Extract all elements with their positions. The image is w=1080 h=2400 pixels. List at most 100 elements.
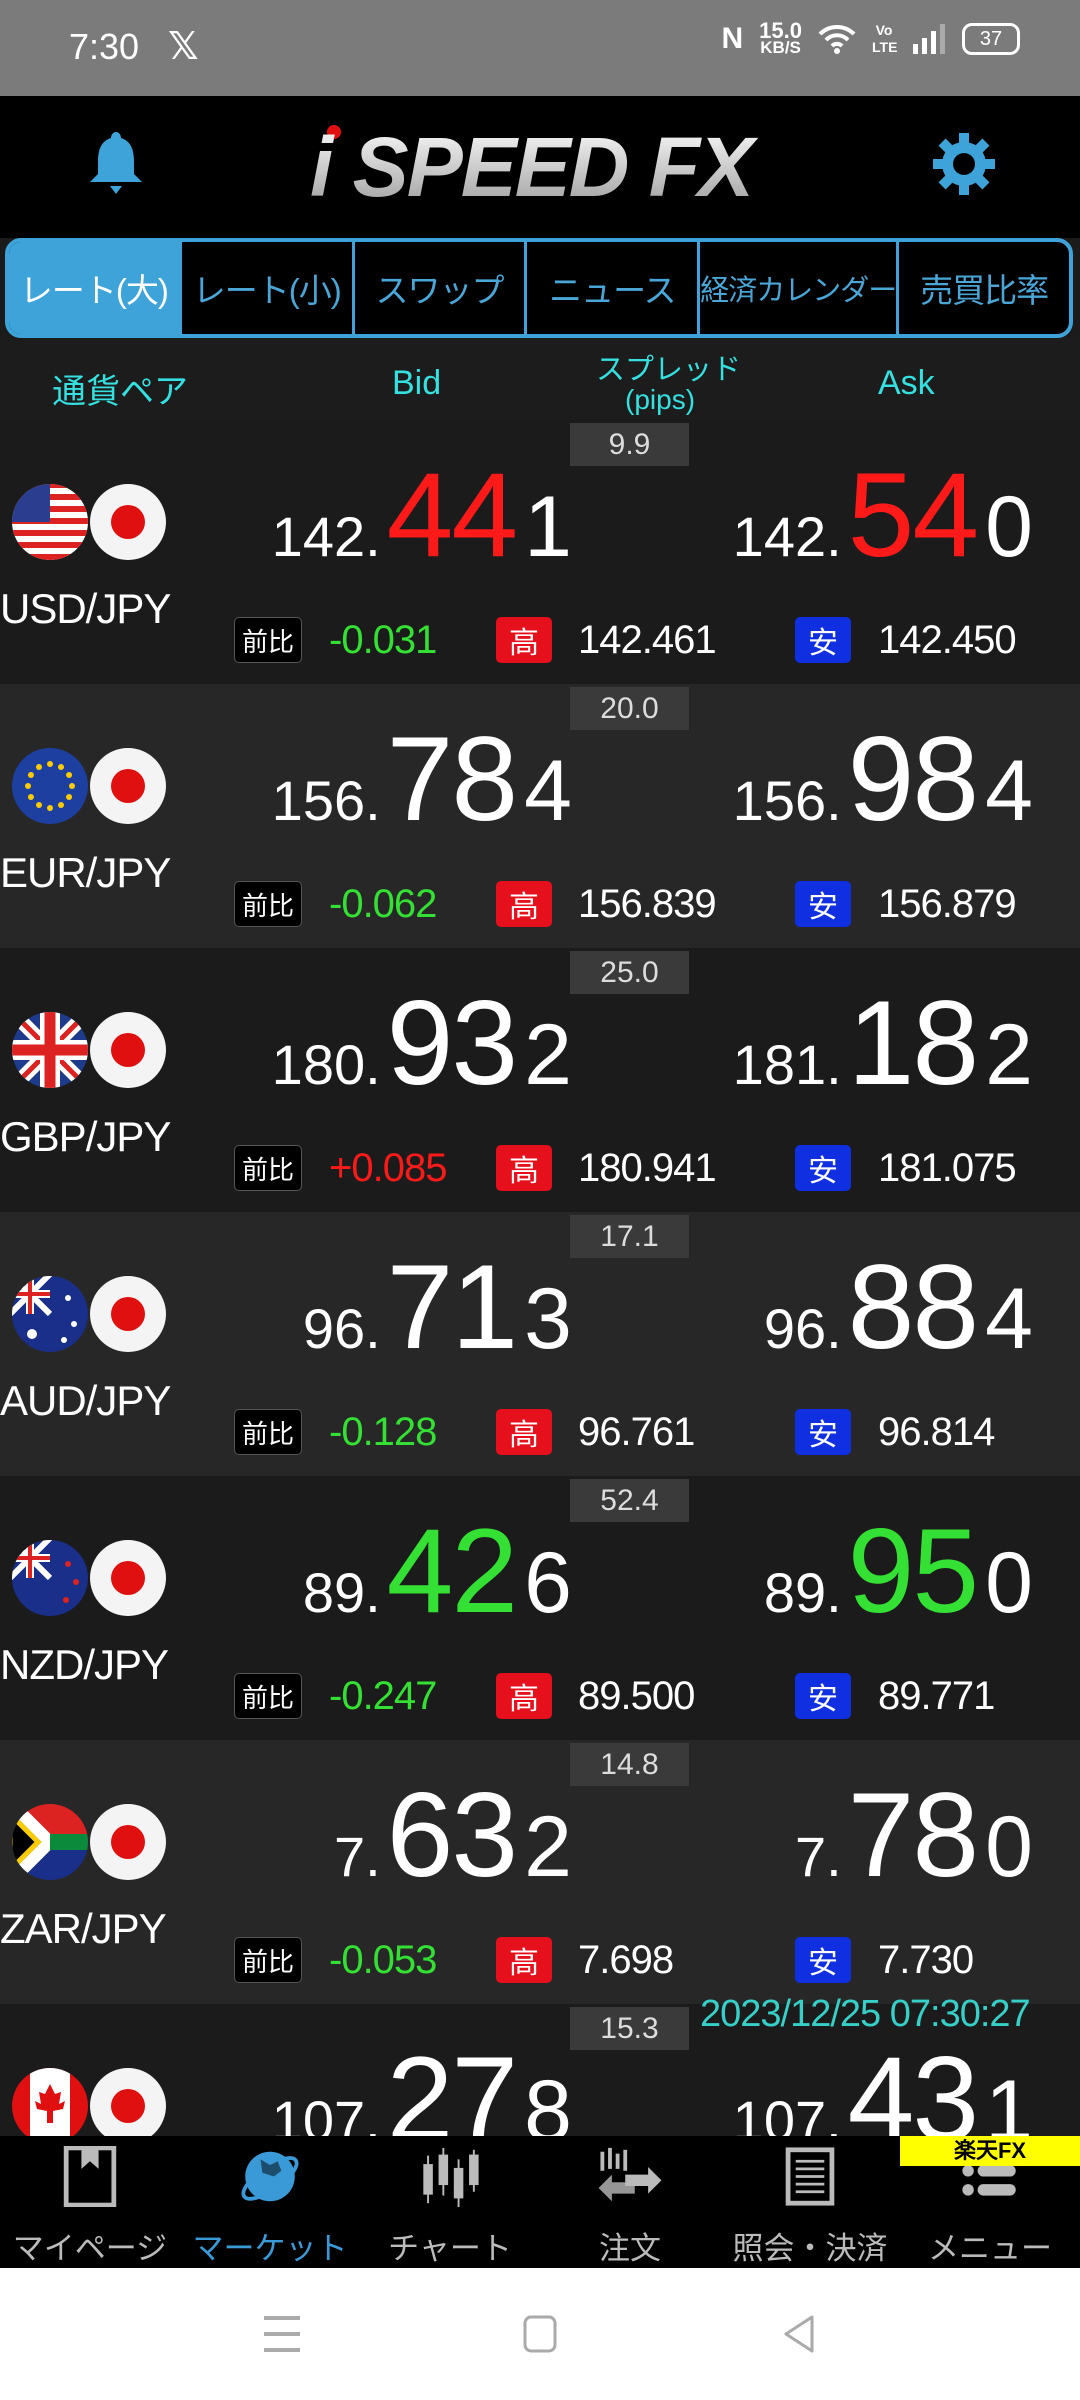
tab-rate-small[interactable]: レート(小) — [178, 242, 352, 334]
bid-price[interactable]: 96. 71 3 — [303, 1247, 572, 1367]
column-spread-unit: (pips) — [625, 384, 696, 415]
app-header: i SPEED FX — [0, 96, 1080, 238]
menu-list-icon — [962, 2165, 1016, 2196]
currency-pair: ZAR/JPY — [0, 1905, 167, 1952]
ask-price[interactable]: 142. 54 0 — [733, 455, 1033, 575]
x-icon: 𝕏 — [168, 26, 199, 68]
currency-flags — [10, 1010, 166, 1090]
document-list-icon — [785, 2147, 835, 2206]
rate-row[interactable]: 52.4 NZD/JPY 89. 42 6 89. 95 0 前比 -0.247 高 89.500 安 8… — [0, 1476, 1080, 1740]
bid-price[interactable]: 7. 63 2 — [334, 1775, 572, 1895]
recents-icon[interactable] — [264, 2315, 300, 2353]
high-label: 高 — [496, 1937, 552, 1983]
low-label: 安 — [795, 1409, 851, 1455]
low-label: 安 — [795, 881, 851, 927]
nav-mypage[interactable]: マイページ — [0, 2136, 180, 2268]
ask-big-figure: 88 — [847, 1240, 979, 1374]
bid-pip: 3 — [524, 1271, 572, 1367]
ask-pip: 4 — [985, 743, 1033, 839]
rate-row[interactable]: 14.8 ZAR/JPY 7. 63 2 7. 78 0 前比 -0.053 高 7.698 安 7.73… — [0, 1740, 1080, 2004]
home-icon[interactable] — [523, 2315, 557, 2353]
high-label: 高 — [496, 1409, 552, 1455]
bid-big-figure: 63 — [386, 1768, 518, 1902]
ask-price[interactable]: 96. 88 4 — [764, 1247, 1033, 1367]
nav-inquiry-settlement[interactable]: 照会・決済 — [720, 2136, 900, 2268]
jp-flag-icon — [90, 2068, 166, 2136]
ask-big-figure: 78 — [847, 1768, 979, 1902]
high-label: 高 — [496, 1145, 552, 1191]
bid-prefix: 156. — [271, 769, 381, 832]
ask-prefix: 89. — [763, 1561, 842, 1624]
ask-price[interactable]: 89. 95 0 — [764, 1511, 1033, 1631]
prev-label: 前比 — [234, 617, 302, 663]
ask-prefix: 96. — [763, 1297, 842, 1360]
currency-pair: AUD/JPY — [0, 1377, 171, 1424]
ask-pip: 0 — [985, 479, 1033, 575]
jp-flag-icon — [90, 1540, 166, 1616]
bid-pip: 4 — [524, 743, 572, 839]
high-label: 高 — [496, 617, 552, 663]
bid-pip: 8 — [524, 2063, 572, 2136]
ask-pip: 4 — [985, 1271, 1033, 1367]
change-value: -0.062 — [329, 881, 437, 926]
nav-menu[interactable]: メニュー — [900, 2136, 1080, 2268]
gear-icon[interactable] — [933, 133, 995, 195]
update-timestamp: 2023/12/25 07:30:27 — [700, 1993, 1031, 2035]
bell-icon[interactable] — [86, 130, 146, 196]
bid-price[interactable]: 89. 42 6 — [303, 1511, 572, 1631]
spread-value: 20.0 — [570, 687, 689, 730]
ask-price[interactable]: 181. 18 2 — [733, 983, 1033, 1103]
nav-order[interactable]: 注文 — [540, 2136, 720, 2268]
rate-row[interactable]: 20.0 EUR/JPY 156. 78 4 156. 98 4 前比 -0.062 高 156.83… — [0, 684, 1080, 948]
ask-price[interactable]: 7. 78 0 — [795, 1775, 1033, 1895]
rate-list[interactable]: 9.9 USD/JPY 142. 44 1 142. 54 0 前比 -0.031 高 142.461… — [0, 420, 1080, 2136]
spread-value: 15.3 — [570, 2007, 689, 2050]
bid-big-figure: 93 — [386, 976, 518, 1110]
ca-flag-icon — [12, 2068, 88, 2136]
rate-row[interactable]: 25.0 GBP/JPY 180. 93 2 181. 18 2 前比 +0.085 高 180.94… — [0, 948, 1080, 1212]
high-label: 高 — [496, 881, 552, 927]
status-icons: N 15.0 KB/S Vo LTE 37 — [722, 20, 1020, 56]
nav-chart[interactable]: チャート — [360, 2136, 540, 2268]
prev-label: 前比 — [234, 881, 302, 927]
rate-row[interactable]: 17.1 AUD/JPY 96. 71 3 96. 88 4 前比 -0.128 高 96.761 安 9… — [0, 1212, 1080, 1476]
tab-rate-large[interactable]: レート(大) — [9, 242, 179, 334]
volte-icon: Vo LTE — [872, 22, 898, 55]
nav-market[interactable]: マーケット — [180, 2136, 360, 2268]
bid-price[interactable]: 142. 44 1 — [272, 455, 572, 575]
spread-value: 52.4 — [570, 1479, 689, 1522]
ask-price[interactable]: 107. 43 1 — [733, 2039, 1033, 2136]
tab-news[interactable]: ニュース — [524, 242, 697, 334]
prev-label: 前比 — [234, 1673, 302, 1719]
bid-price[interactable]: 107. 27 8 — [272, 2039, 572, 2136]
bid-big-figure: 78 — [386, 712, 518, 846]
low-value: 89.771 — [878, 1673, 995, 1718]
change-value: -0.053 — [329, 1937, 437, 1982]
ask-big-figure: 95 — [847, 1504, 979, 1638]
bid-prefix: 180. — [271, 1033, 381, 1096]
ask-prefix: 107. — [732, 2089, 842, 2137]
low-value: 181.075 — [878, 1145, 1017, 1190]
back-icon[interactable] — [782, 2315, 816, 2353]
jp-flag-icon — [90, 484, 166, 560]
au-flag-icon — [12, 1276, 88, 1352]
tab-trade-ratio[interactable]: 売買比率 — [896, 242, 1069, 334]
bid-price[interactable]: 156. 78 4 — [272, 719, 572, 839]
ask-prefix: 181. — [732, 1033, 842, 1096]
bid-price[interactable]: 180. 93 2 — [272, 983, 572, 1103]
globe-icon — [241, 2151, 299, 2202]
ask-price[interactable]: 156. 98 4 — [733, 719, 1033, 839]
gb-flag-icon — [12, 1012, 88, 1088]
currency-pair: USD/JPY — [0, 585, 171, 632]
tab-swap[interactable]: スワップ — [351, 242, 525, 334]
ask-pip: 0 — [985, 1799, 1033, 1895]
currency-pair: EUR/JPY — [0, 849, 171, 896]
currency-flags — [10, 2066, 166, 2136]
currency-flags — [10, 746, 166, 826]
change-value: -0.031 — [329, 617, 437, 662]
tab-economic-calendar[interactable]: 経済カレンダー — [697, 242, 897, 334]
rate-row[interactable]: 9.9 USD/JPY 142. 44 1 142. 54 0 前比 -0.031 高 142.461… — [0, 420, 1080, 684]
change-value: +0.085 — [329, 1145, 447, 1190]
high-label: 高 — [496, 1673, 552, 1719]
